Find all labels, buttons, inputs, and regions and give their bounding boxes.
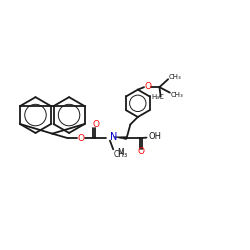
- Text: O: O: [93, 120, 100, 129]
- Text: O: O: [137, 147, 144, 156]
- Text: O: O: [144, 82, 151, 91]
- Text: M: M: [117, 148, 123, 157]
- Text: CH₃: CH₃: [170, 92, 183, 98]
- Polygon shape: [113, 137, 126, 140]
- Text: N: N: [110, 132, 117, 142]
- Text: O: O: [77, 134, 84, 143]
- Text: CH₃: CH₃: [114, 150, 128, 159]
- Text: CH₃: CH₃: [169, 74, 182, 80]
- Text: OH: OH: [149, 132, 162, 141]
- Text: H₃C: H₃C: [151, 94, 164, 100]
